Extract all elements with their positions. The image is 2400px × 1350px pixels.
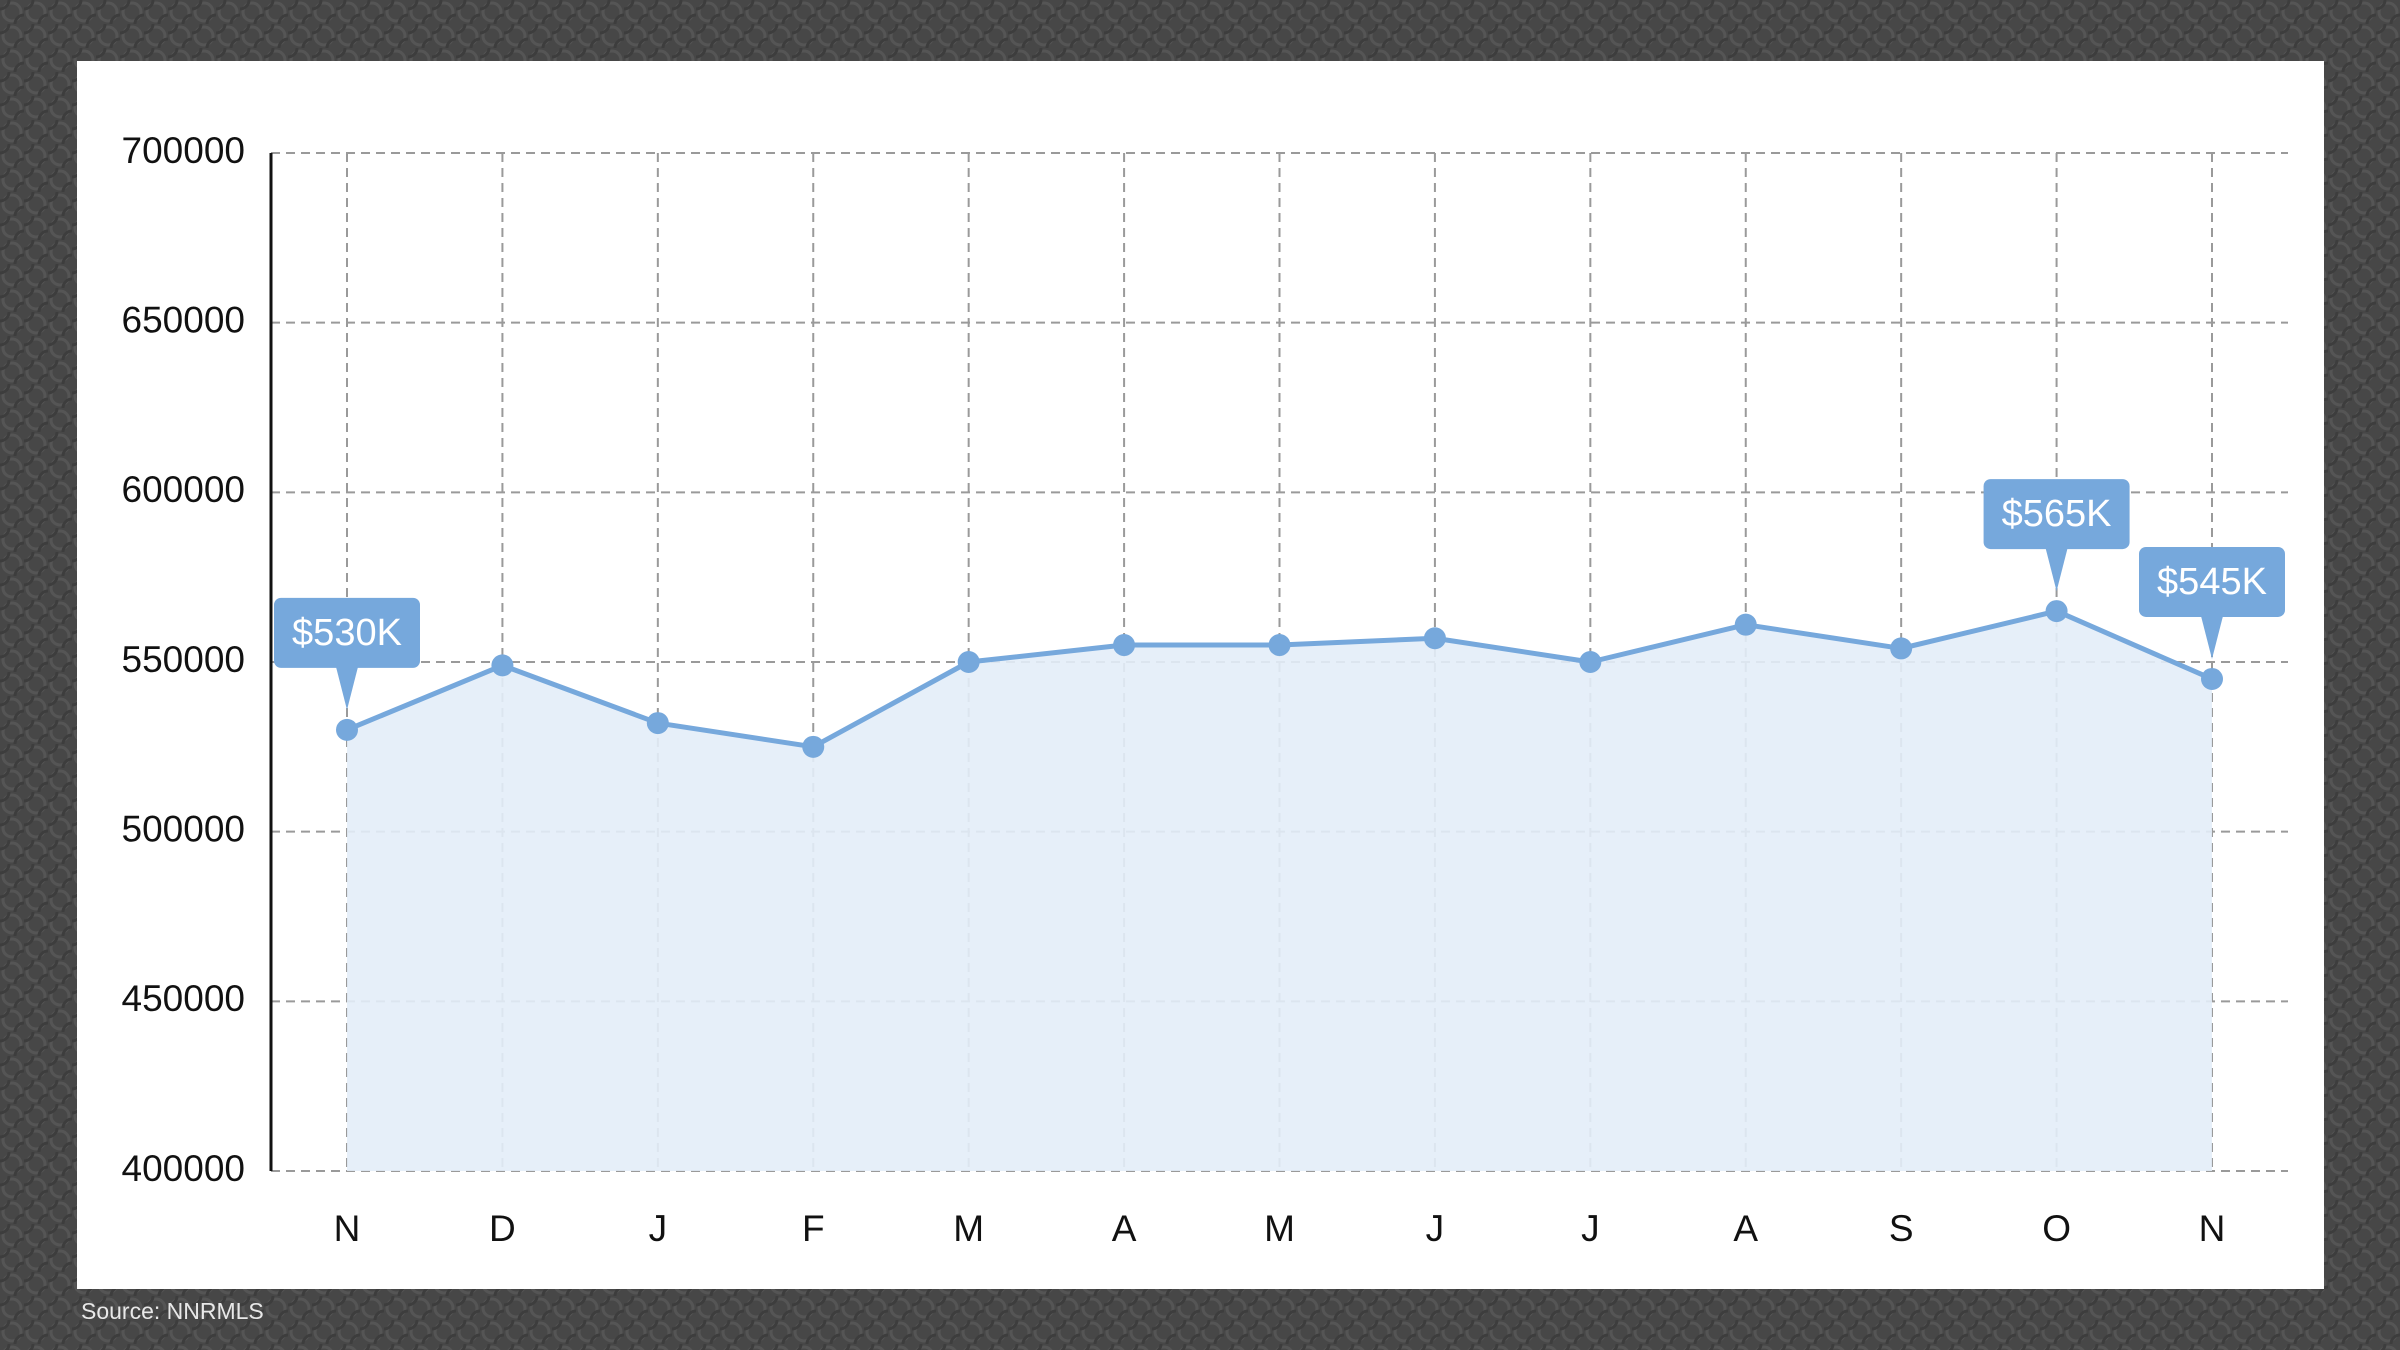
point	[1423, 627, 1446, 650]
point	[1113, 634, 1136, 657]
point	[802, 735, 825, 758]
point	[2201, 667, 2223, 690]
x-tick-label: A	[1733, 1208, 1758, 1249]
x-tick-label: F	[802, 1208, 825, 1249]
x-tick-label: D	[489, 1208, 516, 1249]
value-callout-pointer	[336, 666, 358, 710]
point	[1268, 634, 1291, 657]
point	[336, 718, 358, 741]
point	[1734, 613, 1757, 636]
x-tick-label: M	[1264, 1208, 1295, 1249]
y-tick-label: 700000	[122, 130, 245, 171]
y-tick-label: 600000	[122, 469, 245, 510]
point	[2045, 600, 2068, 623]
x-tick-label: O	[2042, 1208, 2071, 1249]
point	[646, 712, 669, 735]
y-tick-label: 550000	[122, 639, 245, 680]
point	[957, 651, 980, 673]
x-tick-label: N	[2199, 1208, 2226, 1249]
x-tick-label: A	[1112, 1208, 1137, 1249]
value-label: $530K	[292, 612, 402, 654]
value-callout-pointer	[2045, 548, 2068, 592]
value-label: $565K	[2002, 493, 2112, 535]
value-callout	[2139, 546, 2285, 617]
y-tick-label: 500000	[122, 808, 245, 849]
x-tick-label: S	[1889, 1208, 1914, 1249]
y-tick-label: 650000	[122, 299, 245, 340]
x-tick-label: J	[649, 1208, 668, 1249]
point	[491, 654, 514, 677]
value-callout	[1983, 479, 2130, 550]
point	[1579, 651, 1602, 673]
x-tick-label: J	[1581, 1208, 1600, 1249]
value-callout	[274, 597, 420, 668]
point	[1890, 637, 1913, 660]
y-tick-label: 400000	[122, 1148, 245, 1189]
x-tick-label: N	[334, 1208, 361, 1249]
value-label: $545K	[2157, 561, 2267, 603]
value-callout-pointer	[2201, 615, 2223, 659]
y-tick-label: 450000	[122, 978, 245, 1019]
x-tick-label: J	[1426, 1208, 1445, 1249]
source-note: Source: NNRMLS	[81, 1298, 264, 1324]
x-tick-label: M	[953, 1208, 984, 1249]
